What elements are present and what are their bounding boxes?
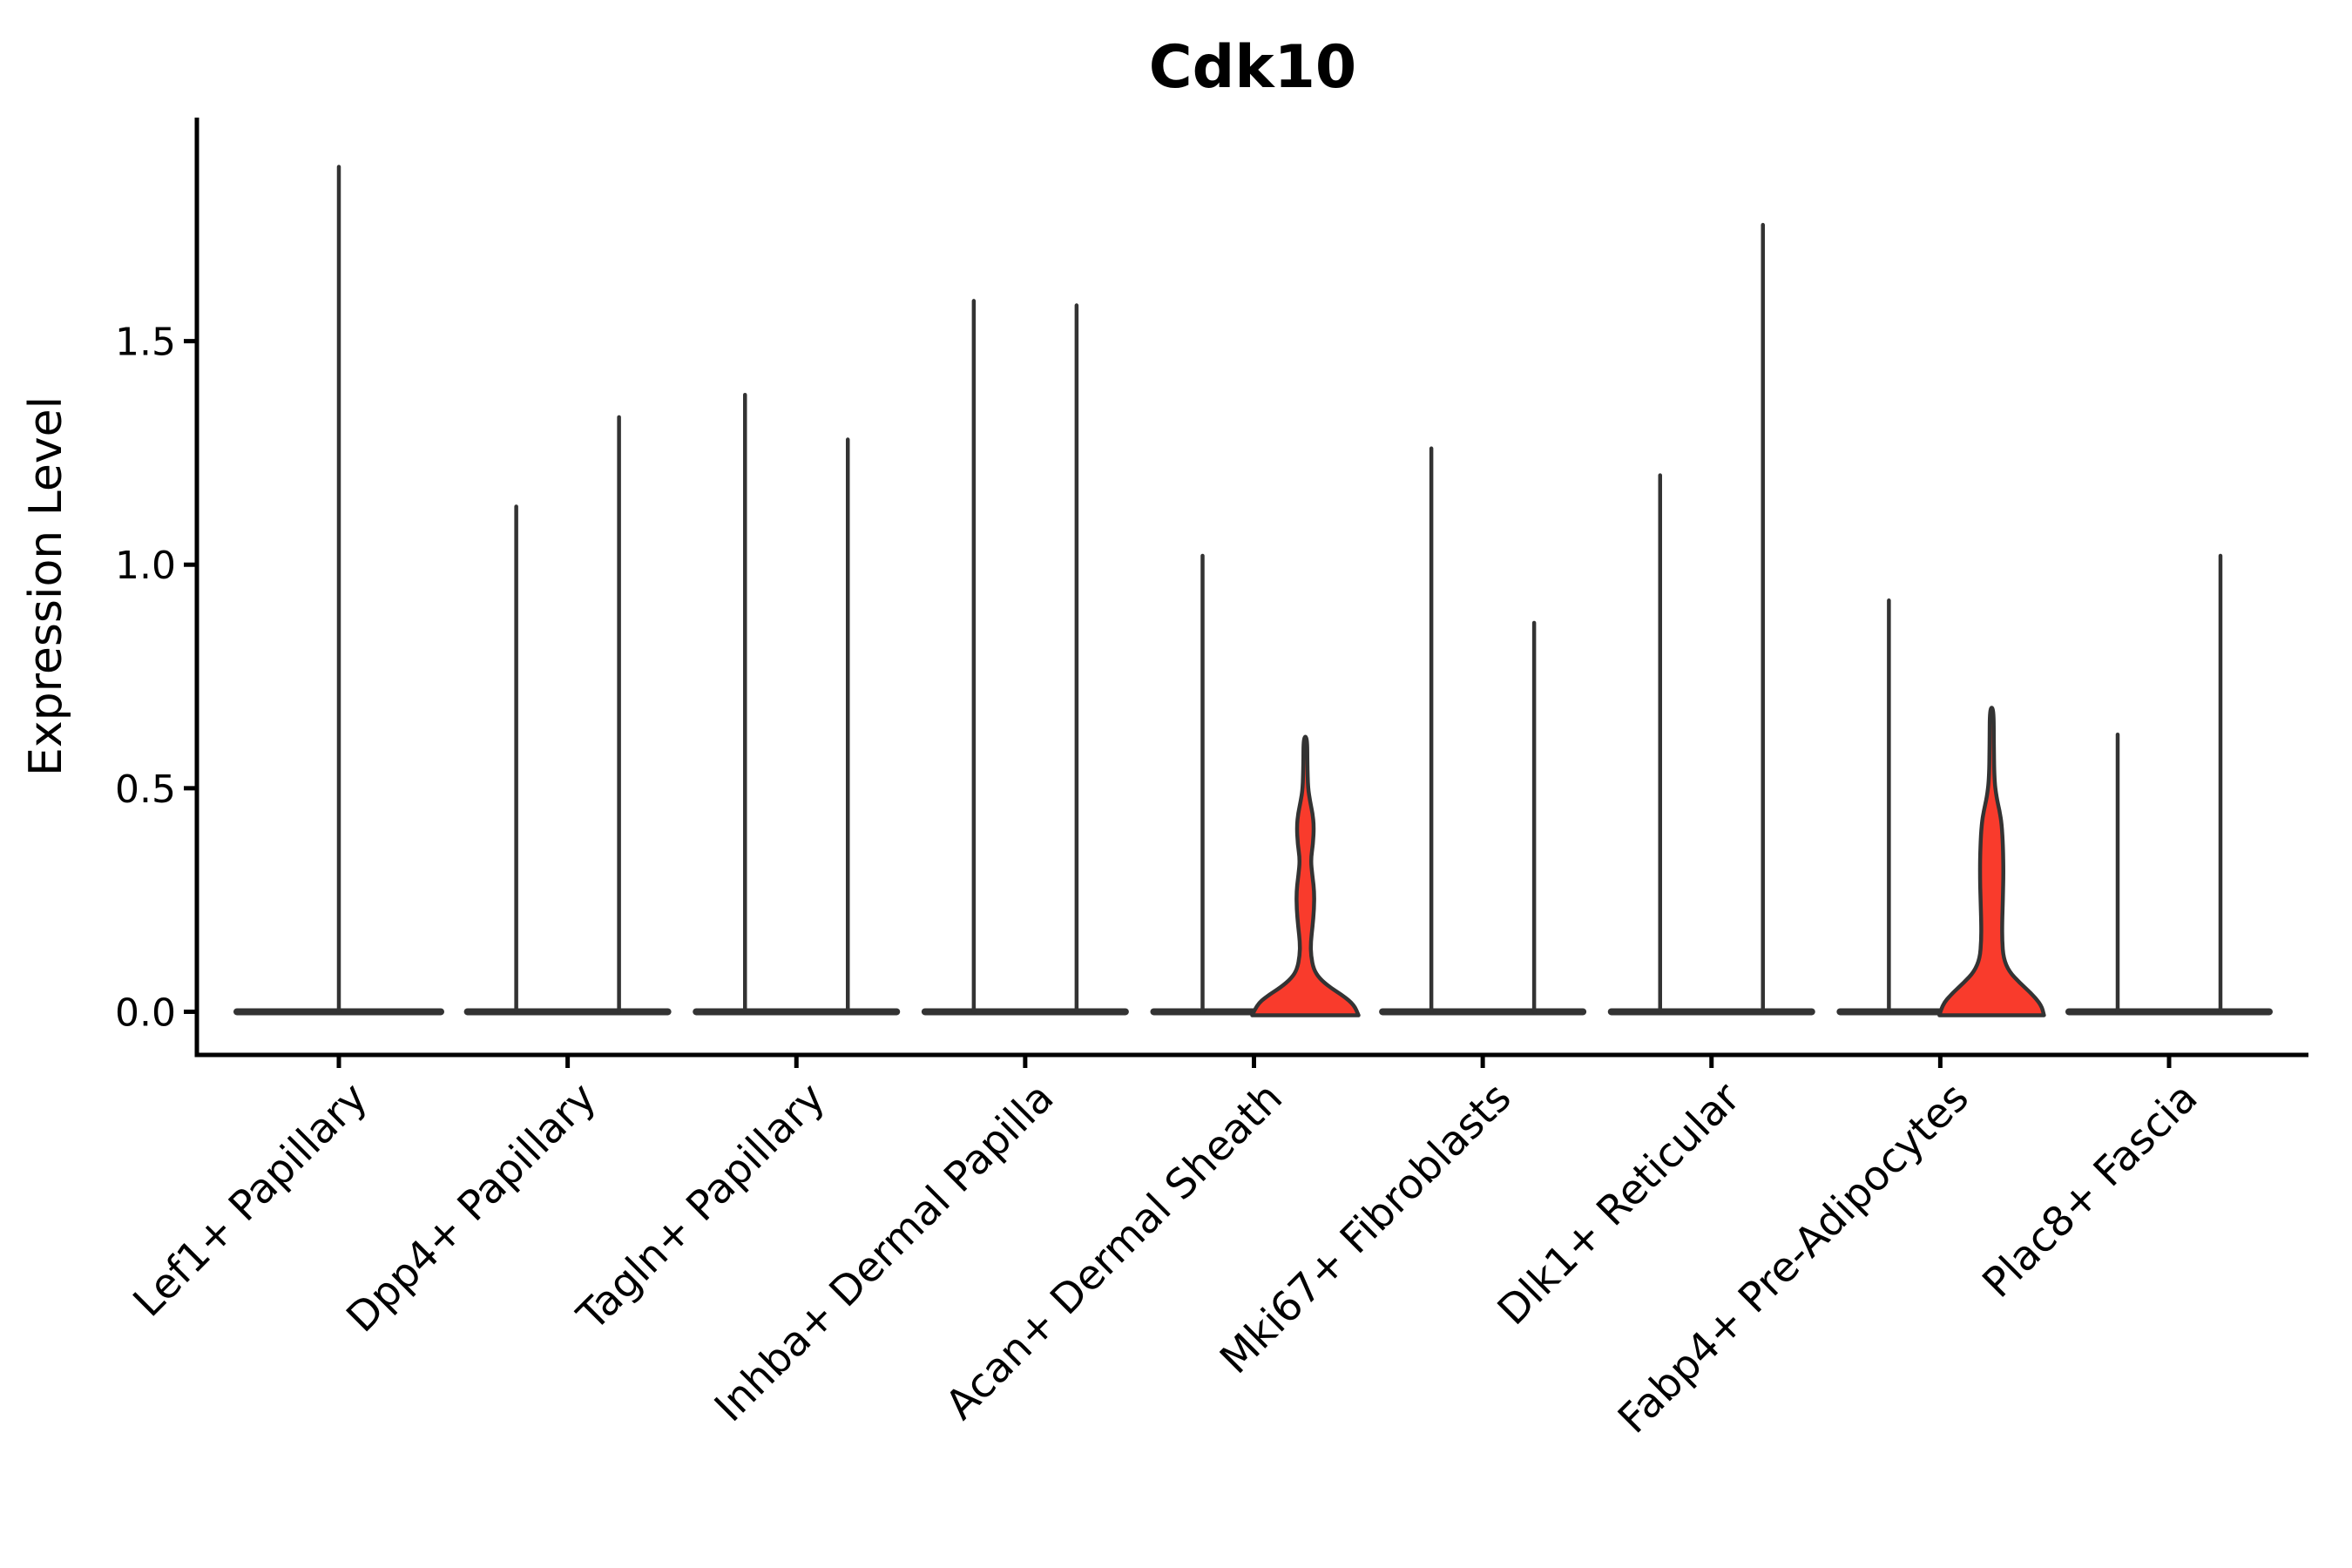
- y-tick-label: 1.5: [115, 321, 176, 365]
- y-tick-label: 1.0: [115, 544, 176, 588]
- x-tick-label-dpp4-papillary: Dpp4+ Papillary: [337, 1074, 605, 1342]
- violin-base-mki67-fibroblasts: [1379, 1008, 1587, 1016]
- violin-base-tagln-papillary: [693, 1008, 901, 1016]
- violin-base-dlk1-reticular: [1607, 1008, 1815, 1016]
- violin-base-dpp4-papillary: [463, 1008, 672, 1016]
- x-tick-label-lef1-papillary: Lef1+ Papillary: [125, 1074, 377, 1327]
- violin-base-inhba-dermal-papilla: [921, 1008, 1129, 1016]
- y-tick-label: 0.5: [115, 767, 176, 812]
- violin-filled-acan-dermal-sheath-right: [1250, 734, 1361, 1017]
- chart-title: Cdk10: [1149, 33, 1356, 102]
- violin-base-plac8-fascia: [2065, 1008, 2273, 1016]
- y-axis-label: Expression Level: [20, 396, 72, 776]
- y-tick-label: 0.0: [115, 990, 176, 1035]
- x-tick-label-dlk1-reticular: Dlk1+ Reticular: [1489, 1073, 1750, 1335]
- violin-filled-fabp4-pre-adipocytes-right: [1937, 706, 2046, 1017]
- x-tick-label-plac8-fascia: Plac8+ Fascia: [1974, 1074, 2207, 1308]
- x-tick-label-tagln-papillary: Tagln+ Papillary: [568, 1074, 835, 1341]
